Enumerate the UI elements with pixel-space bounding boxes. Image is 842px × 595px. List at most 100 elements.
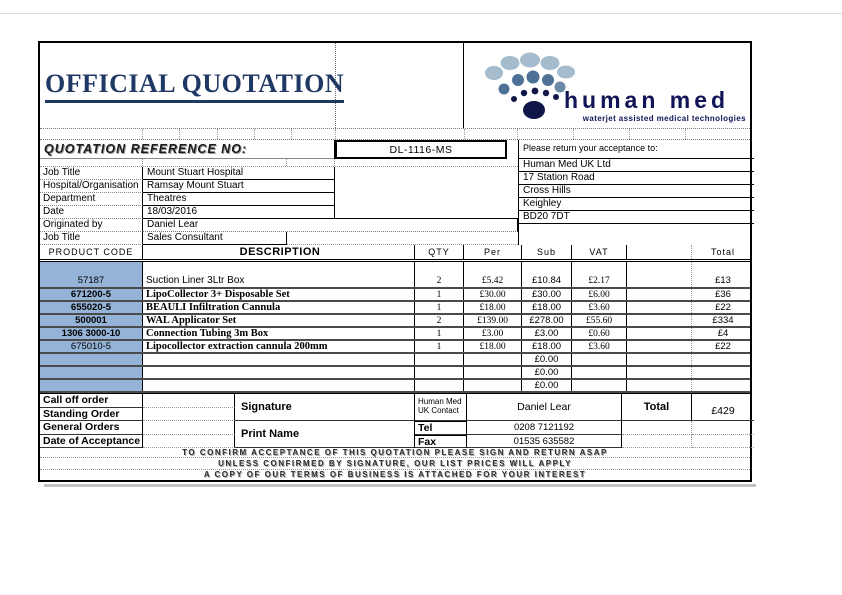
- info-value: 18/03/2016: [143, 206, 335, 219]
- info-label: Originated by: [40, 219, 143, 232]
- order-fill-call-off[interactable]: [143, 394, 235, 408]
- empty-item-row: £0.00: [40, 354, 750, 367]
- item-per-empty[interactable]: [464, 354, 522, 365]
- item-vat: £6.00: [572, 289, 627, 300]
- order-fill-acceptance-date[interactable]: [143, 435, 235, 448]
- item-row: 57187 Suction Liner 3Ltr Box 2 £5.42 £10…: [40, 262, 750, 289]
- item-qty-empty[interactable]: [415, 367, 464, 378]
- item-qty: 1: [415, 328, 464, 339]
- item-sub: £278.00: [522, 315, 572, 326]
- item-per-empty[interactable]: [464, 367, 522, 378]
- fax-label: Fax: [415, 435, 467, 448]
- header-total: Total: [710, 247, 735, 257]
- info-label: Hospital/Organisation: [40, 180, 143, 193]
- item-total: £334: [712, 315, 734, 326]
- logo-tagline: waterjet assisted medical technologies: [582, 114, 746, 123]
- item-blank: [627, 262, 692, 287]
- footer-notices: TO CONFIRM ACCEPTANCE OF THIS QUOTATION …: [40, 447, 750, 480]
- signature-field-label[interactable]: Signature: [235, 394, 415, 421]
- item-code-empty[interactable]: [40, 354, 143, 365]
- item-per: £3.00: [464, 328, 522, 339]
- acceptance-form: Call off order Signature Human Med UK Co…: [40, 393, 754, 448]
- item-blank: [627, 367, 692, 378]
- item-description: LipoCollector 3+ Disposable Set: [143, 289, 415, 300]
- empty-item-row: £0.00: [40, 367, 750, 380]
- item-per: £139.00: [464, 315, 522, 326]
- item-vat: £2.17: [572, 262, 627, 287]
- item-description-empty[interactable]: [143, 367, 415, 378]
- info-row-hospital: Hospital/Organisation Ramsay Mount Stuar…: [40, 180, 518, 193]
- address-line: 17 Station Road: [519, 172, 754, 185]
- item-qty-empty[interactable]: [415, 380, 464, 391]
- tel-label: Tel: [415, 421, 467, 435]
- item-description: Lipocollector extraction cannula 200mm: [143, 341, 415, 352]
- item-qty: 1: [415, 289, 464, 300]
- notice-line: A COPY OF OUR TERMS OF BUSINESS IS ATTAC…: [203, 470, 587, 480]
- company-name: Human Med UK Ltd: [519, 159, 754, 172]
- order-label-general: General Orders: [40, 421, 143, 435]
- document-header: OFFICIAL QUOTATION: [40, 43, 750, 128]
- item-per: £30.00: [464, 289, 522, 300]
- header-qty: QTY: [415, 245, 464, 259]
- info-label: Department: [40, 193, 143, 206]
- item-total-empty: [692, 354, 754, 365]
- info-filler-cell: [335, 206, 518, 219]
- info-filler-cell: [335, 167, 518, 180]
- header-blank: [627, 245, 692, 259]
- item-code: 500001: [40, 315, 143, 326]
- item-code-empty[interactable]: [40, 380, 143, 391]
- info-value: Theatres: [143, 193, 335, 206]
- item-qty: 1: [415, 341, 464, 352]
- item-qty: 2: [415, 315, 464, 326]
- item-total-empty: [692, 367, 754, 378]
- item-description-empty[interactable]: [143, 380, 415, 391]
- item-vat: £3.60: [572, 341, 627, 352]
- item-total: £36: [715, 289, 731, 300]
- item-description-empty[interactable]: [143, 354, 415, 365]
- total-value: £429: [692, 394, 754, 421]
- item-vat: £0.60: [572, 328, 627, 339]
- item-qty-empty[interactable]: [415, 354, 464, 365]
- item-total-empty: [692, 380, 754, 391]
- order-label-call-off: Call off order: [40, 394, 143, 408]
- tel-value: 0208 7121192: [467, 421, 622, 435]
- notice-line: TO CONFIRM ACCEPTANCE OF THIS QUOTATION …: [40, 447, 750, 459]
- header-description: DESCRIPTION: [143, 245, 415, 259]
- item-row: 671200-5 LipoCollector 3+ Disposable Set…: [40, 289, 750, 302]
- info-filler-cell: [335, 180, 518, 193]
- info-value: Ramsay Mount Stuart: [143, 180, 335, 193]
- print-name-field-label[interactable]: Print Name: [235, 421, 415, 448]
- item-row: 500001 WAL Applicator Set 2 £139.00 £278…: [40, 315, 750, 328]
- order-fill-general[interactable]: [143, 421, 235, 435]
- item-code-empty[interactable]: [40, 367, 143, 378]
- header-gap-cell: [336, 43, 463, 128]
- item-total: £22: [715, 302, 731, 313]
- item-qty: 1: [415, 302, 464, 313]
- item-blank: [627, 315, 692, 326]
- item-description: WAL Applicator Set: [143, 315, 415, 326]
- item-code: 675010-5: [40, 341, 143, 352]
- item-sub: £0.00: [522, 380, 572, 391]
- reference-label-cell: QUOTATION REFERENCE NO:: [40, 140, 335, 159]
- notice-line: UNLESS CONFIRMED BY SIGNATURE, OUR LIST …: [40, 458, 750, 470]
- order-fill-standing[interactable]: [143, 408, 235, 421]
- return-instruction: Please return your acceptance to:: [519, 140, 754, 159]
- item-description: Suction Liner 3Ltr Box: [143, 262, 415, 287]
- info-filler-cell: [287, 232, 518, 245]
- item-code: 57187: [40, 262, 143, 287]
- info-row-department: Department Theatres: [40, 193, 518, 206]
- item-total: £22: [715, 341, 731, 352]
- item-code: 671200-5: [40, 289, 143, 300]
- info-left-column: QUOTATION REFERENCE NO: DL-1116-MS Job T…: [40, 140, 518, 245]
- item-per-empty[interactable]: [464, 380, 522, 391]
- empty-cell: [692, 435, 754, 448]
- item-sub: £30.00: [522, 289, 572, 300]
- item-per: £18.00: [464, 302, 522, 313]
- item-blank: [627, 289, 692, 300]
- total-label: Total: [622, 394, 692, 421]
- header-product-code: PRODUCT CODE: [40, 245, 143, 259]
- page-title: OFFICIAL QUOTATION: [45, 69, 345, 103]
- address-line: Cross Hills: [519, 185, 754, 198]
- item-per: £18.00: [464, 341, 522, 352]
